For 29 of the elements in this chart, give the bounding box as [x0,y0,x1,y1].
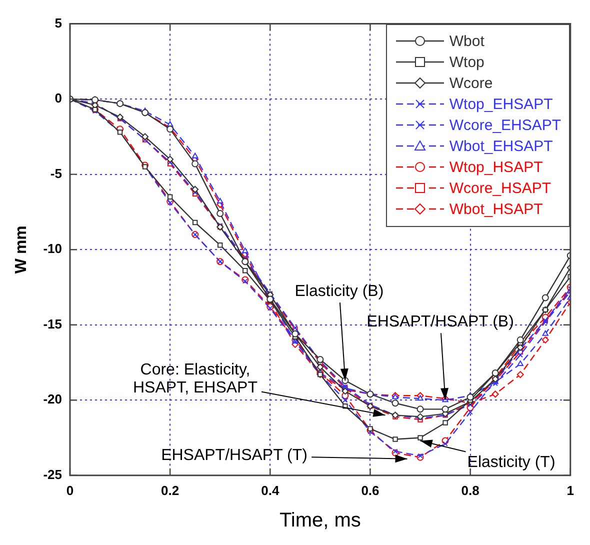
legend-label: Wcore [449,74,493,94]
legend-label: Wbot_HSAPT [449,200,543,220]
x-tick-label: 0.8 [461,482,480,498]
y-axis-title: W mm [13,226,30,274]
legend-label: Wcore_EHSAPT [449,116,562,136]
y-tick-label: -15 [43,316,62,332]
legend-label: Wbot_EHSAPT [449,136,553,157]
annotation: Core: Elasticity, HSAPT, EHSAPT [132,362,258,397]
y-tick-label: -10 [43,241,62,256]
y-tick-label: 0 [54,90,62,106]
x-axis-title: Time, ms [279,510,361,532]
x-tick-label: 1 [566,482,574,498]
x-tick-label: 0.6 [361,482,380,498]
annotation: EHSAPT/HSAPT (B) [366,314,514,331]
y-tick-label: -25 [43,466,62,482]
y-tick-label: 5 [54,15,62,30]
legend-label: Wtop_EHSAPT [449,94,553,115]
x-tick-label: 0 [66,482,74,498]
legend-label: Wbot [449,32,484,52]
legend-label: Wcore_HSAPT [449,178,552,199]
annotation: Elasticity (B) [294,282,384,300]
y-tick-label: -5 [50,166,62,181]
y-tick-label: -20 [43,392,62,407]
x-tick-label: 0.4 [261,482,280,498]
annotation: Elasticity (T) [467,454,556,472]
x-tick-label: 0.2 [161,482,180,498]
legend-label: Wtop_HSAPT [449,158,543,178]
legend-label: Wtop [449,52,484,73]
annotation: EHSAPT/HSAPT (T) [161,447,308,464]
